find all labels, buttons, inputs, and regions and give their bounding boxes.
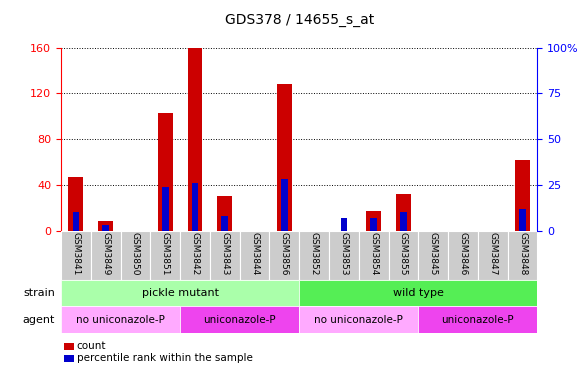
Bar xyxy=(519,209,526,231)
Bar xyxy=(217,196,232,231)
Text: GSM3844: GSM3844 xyxy=(250,232,259,275)
Bar xyxy=(240,231,270,280)
Bar xyxy=(73,212,79,231)
Text: GSM3846: GSM3846 xyxy=(458,232,468,276)
Text: GSM3856: GSM3856 xyxy=(280,232,289,276)
Bar xyxy=(299,280,537,306)
Bar xyxy=(448,231,478,280)
Text: no uniconazole-P: no uniconazole-P xyxy=(76,314,165,325)
Text: uniconazole-P: uniconazole-P xyxy=(203,314,276,325)
Bar xyxy=(340,218,347,231)
Bar xyxy=(61,231,91,280)
Bar xyxy=(98,221,113,231)
Bar xyxy=(180,231,210,280)
Text: GSM3849: GSM3849 xyxy=(101,232,110,276)
Bar xyxy=(192,183,198,231)
Bar xyxy=(188,48,202,231)
Text: agent: agent xyxy=(23,314,55,325)
Bar xyxy=(270,231,299,280)
Bar xyxy=(281,179,288,231)
Text: GSM3842: GSM3842 xyxy=(191,232,199,275)
Bar xyxy=(162,187,168,231)
Text: GSM3845: GSM3845 xyxy=(429,232,437,276)
Bar xyxy=(329,231,359,280)
Bar xyxy=(91,231,121,280)
Text: wild type: wild type xyxy=(393,288,444,298)
Bar xyxy=(210,231,240,280)
Bar xyxy=(69,177,83,231)
Bar xyxy=(370,218,377,231)
Text: GSM3841: GSM3841 xyxy=(71,232,80,276)
Bar xyxy=(102,225,109,231)
Text: GSM3852: GSM3852 xyxy=(310,232,318,276)
Bar xyxy=(61,306,180,333)
Text: percentile rank within the sample: percentile rank within the sample xyxy=(77,353,253,363)
Text: GDS378 / 14655_s_at: GDS378 / 14655_s_at xyxy=(225,14,374,27)
Bar xyxy=(359,231,389,280)
Bar xyxy=(121,231,150,280)
Text: GSM3848: GSM3848 xyxy=(518,232,527,276)
Text: count: count xyxy=(77,341,106,351)
Bar xyxy=(221,216,228,231)
Bar xyxy=(299,231,329,280)
Bar xyxy=(299,306,418,333)
Bar xyxy=(418,306,537,333)
Bar xyxy=(158,113,173,231)
Text: strain: strain xyxy=(23,288,55,298)
Text: GSM3851: GSM3851 xyxy=(161,232,170,276)
Text: no uniconazole-P: no uniconazole-P xyxy=(314,314,403,325)
Bar xyxy=(400,212,407,231)
Bar xyxy=(418,231,448,280)
Bar xyxy=(61,280,299,306)
Bar xyxy=(396,194,411,231)
Bar xyxy=(180,306,299,333)
Text: GSM3843: GSM3843 xyxy=(220,232,229,276)
Bar xyxy=(508,231,537,280)
Bar xyxy=(389,231,418,280)
Text: GSM3850: GSM3850 xyxy=(131,232,140,276)
Bar xyxy=(515,160,530,231)
Text: uniconazole-P: uniconazole-P xyxy=(442,314,514,325)
Bar xyxy=(478,231,508,280)
Bar xyxy=(366,211,381,231)
Text: GSM3854: GSM3854 xyxy=(369,232,378,276)
Text: GSM3847: GSM3847 xyxy=(488,232,497,276)
Text: GSM3855: GSM3855 xyxy=(399,232,408,276)
Bar xyxy=(277,84,292,231)
Text: GSM3853: GSM3853 xyxy=(339,232,349,276)
Text: pickle mutant: pickle mutant xyxy=(142,288,218,298)
Bar xyxy=(150,231,180,280)
